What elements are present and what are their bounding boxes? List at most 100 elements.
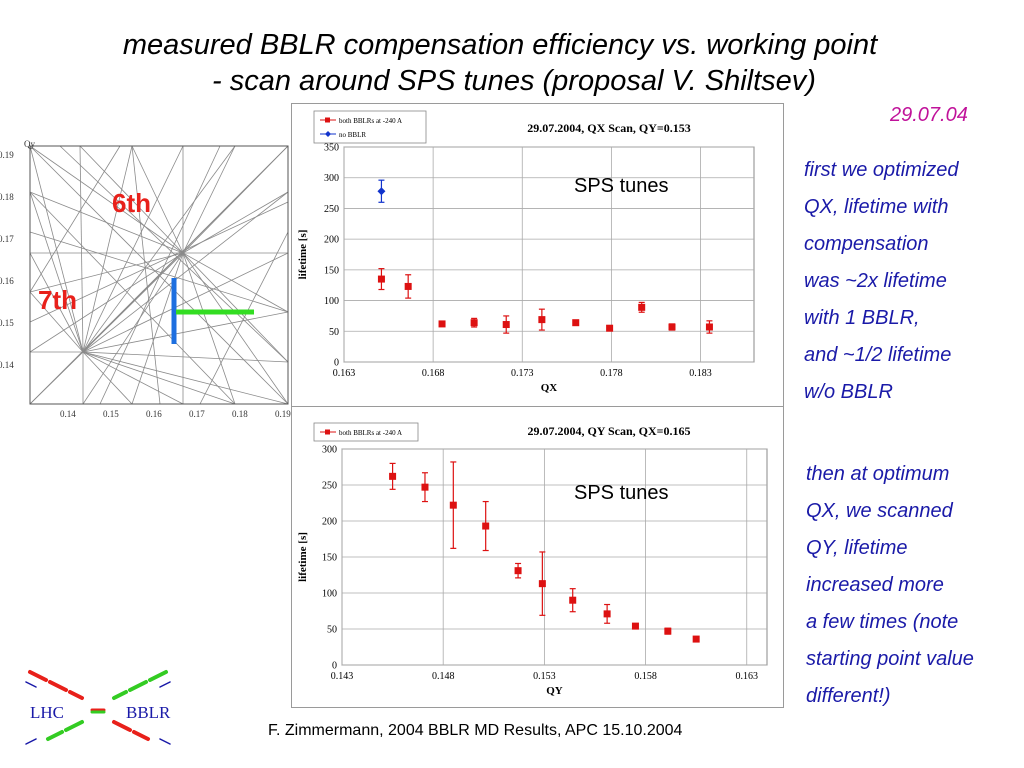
note2-line: a few times (note xyxy=(806,611,959,633)
sps-tunes-annotation: SPS tunes xyxy=(574,482,669,504)
data-point xyxy=(421,483,429,491)
tune-diagram-resonance-lines xyxy=(29,145,289,405)
resonance-line xyxy=(182,252,289,405)
resonance-line xyxy=(29,191,84,353)
tune-diagram-y-tick-label: 0.16 xyxy=(0,276,14,286)
resonance-line xyxy=(79,145,184,254)
data-point xyxy=(569,596,577,604)
legend-box xyxy=(313,110,427,144)
legend-marker xyxy=(325,131,331,137)
resonance-line xyxy=(82,351,184,405)
lhc-bblr-logo: LHC BBLR xyxy=(25,670,171,745)
note1-line: first we optimized xyxy=(804,159,959,181)
resonance-line xyxy=(79,145,84,353)
y-tick-label: 0 xyxy=(334,358,339,369)
y-tick-label: 200 xyxy=(322,517,337,528)
note1-line: w/o BBLR xyxy=(804,381,893,403)
tune-diagram-axis-label-qy: Qy xyxy=(24,139,35,149)
series-1 xyxy=(377,179,386,203)
data-point xyxy=(449,501,457,509)
y-tick-label: 100 xyxy=(324,296,339,307)
resonance-line xyxy=(29,252,84,353)
sps-tunes-annotation: SPS tunes xyxy=(574,175,669,197)
note1-line: was ~2x lifetime xyxy=(804,270,947,292)
qx-scan-chart-panel: 0 50 100 150 200 250 300 350 0.163 0.168 0.173 0.17… xyxy=(291,103,784,407)
note-qy-scan: then at optimum QX, we scanned QY, lifetim… xyxy=(806,456,974,715)
y-tick-label: 250 xyxy=(324,204,339,215)
data-point xyxy=(668,323,676,331)
note1-line: QX, lifetime with xyxy=(804,196,949,218)
tune-diagram-x-tick-label: 0.19 xyxy=(275,409,291,419)
y-tick-label: 0 xyxy=(332,661,337,672)
data-point xyxy=(638,303,646,311)
resonance-line xyxy=(29,145,184,254)
data-point xyxy=(538,316,546,324)
data-point xyxy=(470,319,478,327)
tune-diagram-x-tick-label: 0.16 xyxy=(146,409,162,419)
resonance-line xyxy=(131,145,184,254)
y-tick-label: 50 xyxy=(329,327,339,338)
tune-diagram-y-tick-label: 0.17 xyxy=(0,234,14,244)
logo-text-lhc: LHC xyxy=(30,703,64,722)
y-tick-label: 150 xyxy=(322,553,337,564)
x-tick-label: 0.148 xyxy=(432,671,455,682)
data-point xyxy=(377,187,386,196)
legend-label: both BBLRs at -240 A xyxy=(339,429,402,437)
tune-diagram-x-tick-label: 0.15 xyxy=(103,409,119,419)
data-point xyxy=(389,472,397,480)
x-tick-label: 0.178 xyxy=(600,368,623,379)
note2-line: increased more xyxy=(806,574,944,596)
resonance-line xyxy=(182,145,236,254)
data-point xyxy=(482,522,490,530)
legend-label: both BBLRs at -240 A xyxy=(339,117,402,125)
slide-title-line2: - scan around SPS tunes (proposal V. Shi… xyxy=(212,65,816,97)
note1-line: and ~1/2 lifetime xyxy=(804,344,952,366)
data-point xyxy=(692,635,700,643)
resonance-line xyxy=(131,145,161,405)
resonance-line xyxy=(29,252,184,293)
legend-label: no BBLR xyxy=(339,131,366,139)
x-tick-label: 0.163 xyxy=(333,368,356,379)
slide-title-line1: measured BBLR compensation efficiency vs… xyxy=(122,29,878,61)
series-0 xyxy=(377,268,713,334)
series-0 xyxy=(389,461,700,643)
data-point xyxy=(572,319,580,327)
resonance-line xyxy=(29,191,236,405)
note2-line: different!) xyxy=(806,685,891,707)
note1-line: compensation xyxy=(804,233,929,255)
slide-date: 29.07.04 xyxy=(890,104,968,126)
resonance-line xyxy=(29,201,289,323)
resonance-line xyxy=(29,145,289,405)
slide-footer: F. Zimmermann, 2004 BBLR MD Results, APC… xyxy=(268,722,683,739)
tune-diagram-y-tick-label: 0.15 xyxy=(0,318,14,328)
resonance-line xyxy=(182,252,289,313)
label-7th-order: 7th xyxy=(38,285,77,315)
note2-line: starting point value xyxy=(806,648,974,670)
resonance-line xyxy=(82,351,236,405)
resonance-line xyxy=(29,231,289,313)
tune-diagram-y-tick-label: 0.19 xyxy=(0,150,14,160)
resonance-line xyxy=(82,145,133,353)
data-point xyxy=(538,580,546,588)
resonance-line xyxy=(82,351,289,363)
qx-scan-chart: 0 50 100 150 200 250 300 350 0.163 0.168 0.173 0.17… xyxy=(297,110,755,394)
note-qx-scan: first we optimized QX, lifetime with compe… xyxy=(804,152,959,411)
qy-scan-chart-panel: 0 50 100 150 200 250 300 0.143 0.148 0.153 0.158 0.… xyxy=(291,406,784,708)
x-axis-label: QX xyxy=(541,382,558,394)
y-tick-label: 100 xyxy=(322,589,337,600)
x-tick-label: 0.153 xyxy=(533,671,556,682)
note2-line: then at optimum xyxy=(806,463,950,485)
resonance-line xyxy=(29,291,84,353)
data-point xyxy=(664,627,672,635)
legend-marker xyxy=(325,429,330,435)
resonance-line xyxy=(29,145,121,293)
x-axis-label: QY xyxy=(546,685,563,697)
data-point xyxy=(404,282,412,290)
y-tick-label: 300 xyxy=(322,445,337,456)
resonance-line xyxy=(82,191,289,353)
note2-line: QY, lifetime xyxy=(806,537,908,559)
x-tick-label: 0.163 xyxy=(736,671,759,682)
resonance-line xyxy=(82,252,289,353)
tune-diagram-y-tick-label: 0.18 xyxy=(0,192,14,202)
legend-box xyxy=(313,422,419,442)
